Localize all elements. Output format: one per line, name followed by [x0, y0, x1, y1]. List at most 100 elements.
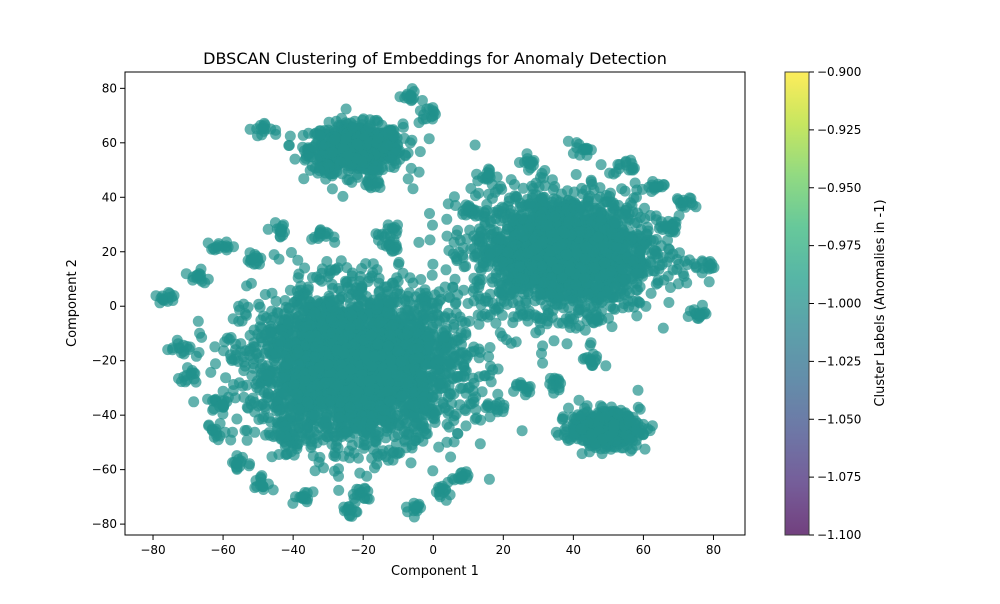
scatter-point: [469, 413, 481, 425]
scatter-point: [549, 210, 561, 222]
scatter-point: [367, 164, 379, 176]
scatter-point: [210, 358, 221, 370]
scatter-point: [650, 278, 662, 290]
scatter-point: [651, 248, 663, 260]
scatter-point: [517, 225, 529, 237]
scatter-point: [386, 154, 398, 166]
scatter-point: [371, 448, 383, 460]
scatter-point: [586, 179, 598, 190]
chart-title: DBSCAN Clustering of Embeddings for Anom…: [203, 49, 667, 68]
scatter-point: [451, 229, 463, 241]
scatter-point: [570, 169, 582, 180]
scatter-point: [550, 298, 562, 310]
scatter-point: [348, 120, 360, 132]
scatter-point: [536, 347, 547, 359]
scatter-point: [388, 130, 399, 142]
scatter-point: [609, 217, 621, 229]
scatter-point: [526, 261, 538, 272]
scatter-point: [626, 273, 638, 285]
scatter-point: [289, 153, 301, 165]
scatter-point: [589, 262, 601, 274]
scatter-point: [617, 263, 629, 275]
scatter-point: [495, 295, 507, 307]
scatter-point: [300, 150, 312, 161]
scatter-point: [309, 465, 321, 477]
scatter-point: [599, 257, 611, 269]
scatter-point: [464, 224, 476, 236]
scatter-point: [413, 236, 425, 248]
scatter-point: [340, 103, 352, 115]
scatter-point: [663, 297, 675, 308]
scatter-point: [564, 265, 576, 277]
scatter-point: [613, 231, 625, 243]
scatter-point: [249, 426, 261, 438]
scatter-point: [523, 288, 535, 300]
scatter-point: [616, 183, 628, 195]
scatter-point: [333, 484, 345, 496]
scatter-point: [314, 129, 326, 141]
scatter-point: [570, 279, 582, 290]
scatter-point: [326, 278, 338, 290]
scatter-point: [351, 138, 363, 150]
scatter-point: [629, 177, 641, 189]
scatter-point: [491, 244, 503, 256]
scatter-point: [470, 190, 481, 202]
scatter-point: [424, 208, 435, 219]
scatter-point: [621, 202, 633, 214]
scatter-point: [645, 287, 657, 299]
scatter-point: [512, 295, 524, 307]
scatter-point: [516, 425, 528, 437]
scatter-point: [447, 281, 459, 293]
scatter-point: [196, 331, 208, 343]
scatter-point: [703, 276, 715, 288]
scatter-point: [505, 337, 517, 349]
scatter-point: [559, 227, 571, 239]
scatter-point: [534, 287, 546, 299]
scatter-point: [524, 198, 536, 210]
scatter-point: [241, 434, 253, 446]
scatter-point: [440, 264, 452, 276]
scatter-point: [606, 321, 618, 333]
scatter-point: [664, 251, 676, 263]
scatter-point: [460, 420, 472, 432]
scatter-point: [595, 159, 607, 171]
scatter-point: [478, 261, 489, 273]
scatter-point: [469, 139, 481, 151]
scatter-point: [547, 184, 559, 196]
scatter-point: [582, 288, 594, 300]
scatter-point: [238, 391, 250, 403]
scatter-point: [563, 215, 575, 227]
scatter-point: [441, 213, 453, 225]
scatter-point: [400, 150, 411, 162]
scatter-point: [327, 146, 338, 158]
scatter-point: [607, 303, 619, 314]
scatter-point: [427, 219, 438, 231]
scatter-point: [326, 183, 338, 195]
scatter-point: [473, 282, 485, 293]
scatter-point: [405, 457, 417, 469]
scatter-point: [644, 210, 656, 221]
scatter-point: [423, 133, 435, 145]
scatter-point: [307, 141, 319, 153]
scatter-point: [460, 260, 472, 272]
scatter-point: [448, 191, 460, 203]
scatter-point: [561, 338, 573, 350]
scatter-point: [397, 118, 409, 130]
scatter-point: [266, 451, 278, 463]
scatter-point: [414, 146, 426, 158]
scatter-point: [502, 246, 514, 258]
scatter-point: [536, 260, 548, 272]
scatter-point: [505, 174, 517, 186]
scatter-point: [657, 322, 669, 334]
scatter-point: [628, 301, 640, 313]
scatter-point: [292, 254, 304, 266]
scatter-point: [496, 284, 508, 296]
scatter-point: [352, 452, 364, 464]
scatter-point: [337, 190, 349, 202]
scatter-point: [297, 129, 309, 141]
scatter-point: [483, 473, 495, 485]
scatter-point: [330, 115, 342, 127]
scatter-point: [356, 156, 368, 168]
